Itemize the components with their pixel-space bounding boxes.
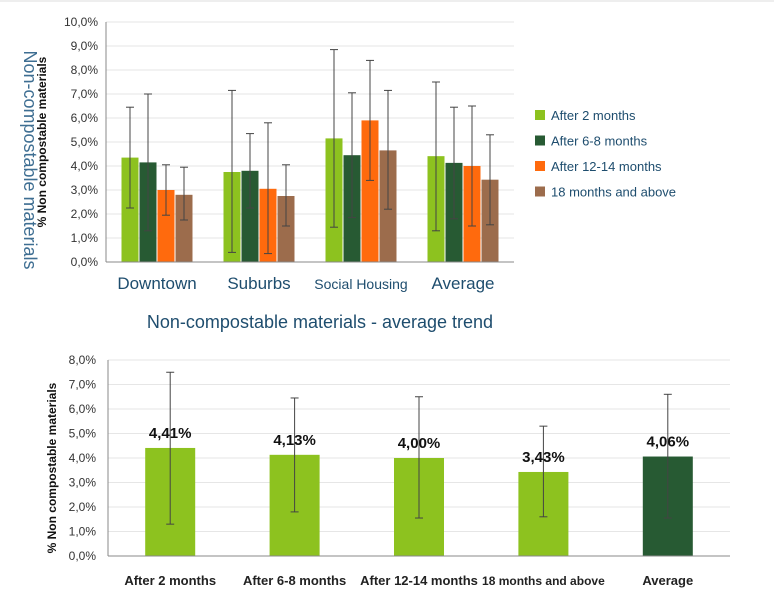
chart2-y-axis-label: % Non compostable materials [45, 382, 59, 553]
chart1-y-tick-label: 8,0% [71, 63, 99, 77]
chart2-y-tick-label: 0,0% [69, 549, 97, 563]
chart1-legend-label: After 6-8 months [551, 134, 648, 149]
chart1-x-tick-label: Downtown [117, 274, 196, 293]
chart1-legend-label: After 12-14 months [551, 159, 662, 174]
chart1-y-tick-label: 1,0% [71, 231, 99, 245]
chart1-y-tick-label: 9,0% [71, 39, 99, 53]
chart2-y-tick-label: 6,0% [69, 402, 97, 416]
chart1: 0,0% 1,0% 2,0% 3,0% 4,0% 5,0% 6,0% 7,0% 8,0% 9,0%… [35, 15, 676, 293]
chart2-x-tick-label: 18 months and above [482, 574, 605, 588]
chart1-bar [277, 196, 295, 262]
chart1-legend-swatch [535, 186, 545, 197]
chart2-y-tick-labels: 0,0% 1,0% 2,0% 3,0% 4,0% 5,0% 6,0% 7,0% 8,0% [69, 353, 97, 563]
chart2-data-label: 3,43% [522, 449, 565, 466]
chart2-x-tick-label: After 6-8 months [243, 573, 346, 588]
chart1-x-tick-labels: Downtown Suburbs Social Housing Average [117, 274, 494, 293]
side-title: Non-compostable materials [20, 50, 40, 269]
chart2: 0,0% 1,0% 2,0% 3,0% 4,0% 5,0% 6,0% 7,0% 8,0% % N… [45, 353, 730, 588]
chart1-bar [241, 170, 259, 262]
chart2-title: Non-compostable materials - average tren… [147, 312, 493, 332]
chart2-x-tick-label: Average [642, 573, 693, 588]
chart1-bar [157, 190, 175, 262]
chart1-y-tick-label: 4,0% [71, 159, 99, 173]
chart2-x-tick-label: After 2 months [124, 573, 216, 588]
chart1-y-tick-label: 6,0% [71, 111, 99, 125]
chart2-data-label: 4,13% [273, 432, 316, 449]
chart1-y-tick-label: 3,0% [71, 183, 99, 197]
chart2-y-tick-label: 3,0% [69, 476, 97, 490]
chart1-y-tick-label: 10,0% [64, 15, 98, 29]
chart1-y-tick-label: 5,0% [71, 135, 99, 149]
chart1-x-tick-label: Average [431, 274, 494, 293]
chart1-legend-swatch [535, 161, 545, 171]
chart1-bar [121, 157, 139, 262]
chart1-y-axis-label: % Non compostable materials [35, 56, 49, 227]
chart1-bar [175, 194, 193, 262]
chart1-y-tick-label: 0,0% [71, 255, 99, 269]
chart2-y-tick-label: 7,0% [69, 378, 97, 392]
chart2-y-tick-label: 8,0% [69, 353, 97, 367]
chart2-data-label: 4,41% [149, 425, 192, 442]
chart1-y-tick-label: 7,0% [71, 87, 99, 101]
chart2-y-tick-label: 5,0% [69, 427, 97, 441]
chart2-data-label: 4,00% [398, 435, 441, 452]
chart1-legend-label: 18 months and above [551, 185, 676, 200]
chart2-data-labels: 4,41% 4,13% 4,00% 3,43% 4,06% [149, 425, 689, 466]
chart1-bar [361, 120, 379, 263]
chart2-y-tick-label: 1,0% [69, 525, 97, 539]
chart2-x-tick-labels: After 2 months After 6-8 months After 12-1… [124, 573, 693, 588]
chart1-legend-label: After 2 months [551, 108, 636, 123]
chart2-y-tick-label: 4,0% [69, 451, 97, 465]
chart1-x-tick-label: Suburbs [227, 274, 290, 293]
chart2-x-tick-label: After 12-14 months [360, 573, 478, 588]
chart1-y-tick-label: 2,0% [71, 207, 99, 221]
chart1-y-tick-labels: 0,0% 1,0% 2,0% 3,0% 4,0% 5,0% 6,0% 7,0% 8,0% 9,0%… [64, 15, 98, 269]
chart2-y-tick-label: 2,0% [69, 500, 97, 514]
chart1-legend-swatch [535, 135, 545, 146]
chart2-error-bars [166, 371, 672, 525]
chart1-legend: After 2 months After 6-8 months After 12-1… [535, 108, 676, 200]
chart1-x-tick-label: Social Housing [314, 276, 407, 292]
chart2-data-label: 4,06% [647, 434, 690, 451]
chart1-error-bars [126, 49, 494, 255]
chart1-legend-swatch [535, 110, 545, 120]
